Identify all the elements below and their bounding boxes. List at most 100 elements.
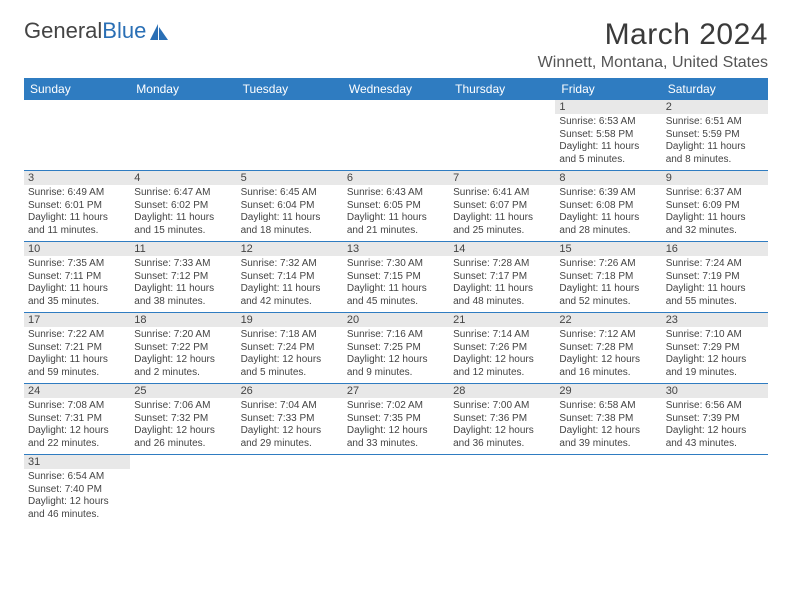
- daylight-text: Daylight: 12 hours and 36 minutes.: [453, 425, 551, 450]
- sunrise-text: Sunrise: 6:45 AM: [241, 187, 339, 200]
- calendar-day-cell: 2Sunrise: 6:51 AMSunset: 5:59 PMDaylight…: [662, 100, 768, 171]
- day-number: 13: [343, 242, 449, 256]
- daylight-text: Daylight: 12 hours and 43 minutes.: [666, 425, 764, 450]
- sunrise-text: Sunrise: 6:51 AM: [666, 116, 764, 129]
- day-number: 4: [130, 171, 236, 185]
- day-number: 19: [237, 313, 343, 327]
- day-details: Sunrise: 6:43 AMSunset: 6:05 PMDaylight:…: [343, 185, 449, 241]
- day-details: [130, 469, 236, 525]
- day-number: 9: [662, 171, 768, 185]
- sunrise-text: Sunrise: 6:56 AM: [666, 400, 764, 413]
- sunrise-text: Sunrise: 7:14 AM: [453, 329, 551, 342]
- header: GeneralBlue March 2024 Winnett, Montana,…: [24, 18, 768, 72]
- day-details: [237, 469, 343, 525]
- weekday-header: Thursday: [449, 78, 555, 100]
- daylight-text: Daylight: 11 hours and 45 minutes.: [347, 283, 445, 308]
- day-number: [449, 100, 555, 114]
- sunrise-text: Sunrise: 6:37 AM: [666, 187, 764, 200]
- day-number: [237, 455, 343, 469]
- daylight-text: Daylight: 12 hours and 22 minutes.: [28, 425, 126, 450]
- location: Winnett, Montana, United States: [538, 54, 768, 72]
- day-details: Sunrise: 6:37 AMSunset: 6:09 PMDaylight:…: [662, 185, 768, 241]
- calendar-day-cell: 22Sunrise: 7:12 AMSunset: 7:28 PMDayligh…: [555, 313, 661, 384]
- sunrise-text: Sunrise: 7:08 AM: [28, 400, 126, 413]
- day-details: Sunrise: 7:06 AMSunset: 7:32 PMDaylight:…: [130, 398, 236, 454]
- sunset-text: Sunset: 6:01 PM: [28, 200, 126, 213]
- day-number: 3: [24, 171, 130, 185]
- day-number: 28: [449, 384, 555, 398]
- day-number: 31: [24, 455, 130, 469]
- day-number: 11: [130, 242, 236, 256]
- calendar-day-cell: 15Sunrise: 7:26 AMSunset: 7:18 PMDayligh…: [555, 242, 661, 313]
- calendar-day-cell: 21Sunrise: 7:14 AMSunset: 7:26 PMDayligh…: [449, 313, 555, 384]
- sunrise-text: Sunrise: 7:10 AM: [666, 329, 764, 342]
- sunset-text: Sunset: 6:07 PM: [453, 200, 551, 213]
- day-details: Sunrise: 7:12 AMSunset: 7:28 PMDaylight:…: [555, 327, 661, 383]
- day-details: Sunrise: 7:16 AMSunset: 7:25 PMDaylight:…: [343, 327, 449, 383]
- day-details: Sunrise: 7:35 AMSunset: 7:11 PMDaylight:…: [24, 256, 130, 312]
- sunrise-text: Sunrise: 7:22 AM: [28, 329, 126, 342]
- day-details: Sunrise: 6:39 AMSunset: 6:08 PMDaylight:…: [555, 185, 661, 241]
- daylight-text: Daylight: 12 hours and 5 minutes.: [241, 354, 339, 379]
- sunset-text: Sunset: 7:25 PM: [347, 342, 445, 355]
- day-details: Sunrise: 6:58 AMSunset: 7:38 PMDaylight:…: [555, 398, 661, 454]
- calendar-day-cell: 17Sunrise: 7:22 AMSunset: 7:21 PMDayligh…: [24, 313, 130, 384]
- day-number: 8: [555, 171, 661, 185]
- calendar-day-cell: 11Sunrise: 7:33 AMSunset: 7:12 PMDayligh…: [130, 242, 236, 313]
- daylight-text: Daylight: 11 hours and 11 minutes.: [28, 212, 126, 237]
- day-details: Sunrise: 6:49 AMSunset: 6:01 PMDaylight:…: [24, 185, 130, 241]
- calendar-day-cell: [130, 455, 236, 526]
- daylight-text: Daylight: 11 hours and 52 minutes.: [559, 283, 657, 308]
- sunset-text: Sunset: 7:32 PM: [134, 413, 232, 426]
- logo-text-blue: Blue: [102, 18, 146, 44]
- day-number: 18: [130, 313, 236, 327]
- calendar-day-cell: 12Sunrise: 7:32 AMSunset: 7:14 PMDayligh…: [237, 242, 343, 313]
- sunset-text: Sunset: 6:09 PM: [666, 200, 764, 213]
- sunset-text: Sunset: 7:15 PM: [347, 271, 445, 284]
- calendar-day-cell: 20Sunrise: 7:16 AMSunset: 7:25 PMDayligh…: [343, 313, 449, 384]
- sunset-text: Sunset: 7:11 PM: [28, 271, 126, 284]
- day-number: 14: [449, 242, 555, 256]
- daylight-text: Daylight: 11 hours and 42 minutes.: [241, 283, 339, 308]
- calendar-day-cell: 25Sunrise: 7:06 AMSunset: 7:32 PMDayligh…: [130, 384, 236, 455]
- calendar-day-cell: [237, 100, 343, 171]
- day-details: Sunrise: 7:10 AMSunset: 7:29 PMDaylight:…: [662, 327, 768, 383]
- sunrise-text: Sunrise: 7:16 AM: [347, 329, 445, 342]
- sunset-text: Sunset: 6:05 PM: [347, 200, 445, 213]
- day-details: Sunrise: 7:32 AMSunset: 7:14 PMDaylight:…: [237, 256, 343, 312]
- day-details: [24, 114, 130, 170]
- day-details: Sunrise: 6:45 AMSunset: 6:04 PMDaylight:…: [237, 185, 343, 241]
- sunset-text: Sunset: 7:38 PM: [559, 413, 657, 426]
- weekday-header: Friday: [555, 78, 661, 100]
- calendar-day-cell: 16Sunrise: 7:24 AMSunset: 7:19 PMDayligh…: [662, 242, 768, 313]
- day-details: Sunrise: 7:04 AMSunset: 7:33 PMDaylight:…: [237, 398, 343, 454]
- calendar-day-cell: 31Sunrise: 6:54 AMSunset: 7:40 PMDayligh…: [24, 455, 130, 526]
- sunrise-text: Sunrise: 7:28 AM: [453, 258, 551, 271]
- calendar-day-cell: [343, 100, 449, 171]
- calendar-day-cell: [343, 455, 449, 526]
- day-details: Sunrise: 7:22 AMSunset: 7:21 PMDaylight:…: [24, 327, 130, 383]
- calendar-day-cell: 19Sunrise: 7:18 AMSunset: 7:24 PMDayligh…: [237, 313, 343, 384]
- daylight-text: Daylight: 11 hours and 32 minutes.: [666, 212, 764, 237]
- day-number: 12: [237, 242, 343, 256]
- daylight-text: Daylight: 12 hours and 9 minutes.: [347, 354, 445, 379]
- logo-text-general: General: [24, 18, 102, 44]
- sunset-text: Sunset: 7:35 PM: [347, 413, 445, 426]
- sunset-text: Sunset: 5:59 PM: [666, 129, 764, 142]
- day-details: Sunrise: 7:33 AMSunset: 7:12 PMDaylight:…: [130, 256, 236, 312]
- sunset-text: Sunset: 6:02 PM: [134, 200, 232, 213]
- calendar-day-cell: 5Sunrise: 6:45 AMSunset: 6:04 PMDaylight…: [237, 171, 343, 242]
- calendar-week-row: 10Sunrise: 7:35 AMSunset: 7:11 PMDayligh…: [24, 242, 768, 313]
- weekday-header: Sunday: [24, 78, 130, 100]
- day-number: 1: [555, 100, 661, 114]
- sunrise-text: Sunrise: 6:53 AM: [559, 116, 657, 129]
- day-details: Sunrise: 7:20 AMSunset: 7:22 PMDaylight:…: [130, 327, 236, 383]
- day-details: [130, 114, 236, 170]
- sunrise-text: Sunrise: 6:47 AM: [134, 187, 232, 200]
- day-number: 21: [449, 313, 555, 327]
- day-number: 10: [24, 242, 130, 256]
- day-number: 29: [555, 384, 661, 398]
- calendar-week-row: 1Sunrise: 6:53 AMSunset: 5:58 PMDaylight…: [24, 100, 768, 171]
- day-number: [130, 100, 236, 114]
- weekday-header: Monday: [130, 78, 236, 100]
